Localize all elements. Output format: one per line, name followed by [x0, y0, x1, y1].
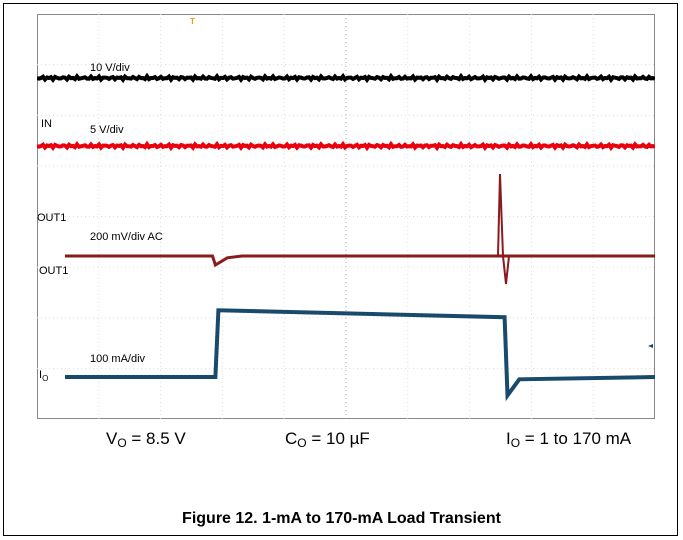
- ch4-label-sub: O: [42, 374, 48, 383]
- ch2-name-label: IN: [41, 118, 52, 130]
- ch1-scale-label: 10 V/div: [90, 62, 130, 74]
- oscilloscope-plot: 10 V/div IN 5 V/div OUT1 200 mV/div AC O…: [37, 14, 655, 419]
- scope-labels: 10 V/div IN 5 V/div OUT1 200 mV/div AC O…: [37, 17, 195, 383]
- ch1-trace: [37, 72, 655, 84]
- ch4-trace: [65, 308, 655, 402]
- ch4-name-label: IO: [39, 369, 48, 383]
- vo-caption: VO = 8.5 V: [106, 429, 186, 450]
- out1-side-label: OUT1: [37, 212, 66, 224]
- ch3-scale-label: 200 mV/div AC: [90, 231, 163, 243]
- ch3-trace: [65, 254, 655, 268]
- scope-traces: [37, 72, 655, 402]
- co-caption: CO = 10 µF: [285, 429, 370, 450]
- trigger-marker: T: [190, 17, 195, 26]
- ch4-scale-label: 100 mA/div: [90, 353, 146, 365]
- ch2-scale-label: 5 V/div: [90, 124, 124, 136]
- scope-grid: [37, 14, 655, 419]
- figure-frame: [3, 3, 678, 536]
- ch2-trace: [37, 140, 655, 152]
- ch3-name-label: OUT1: [39, 265, 68, 277]
- ch4-label-main: I: [39, 369, 42, 381]
- io-caption: IO = 1 to 170 mA: [506, 429, 632, 450]
- ch4-ref-marker: [648, 344, 653, 348]
- figure-caption: Figure 12. 1-mA to 170-mA Load Transient: [182, 510, 501, 527]
- ch3-spike: [497, 173, 510, 285]
